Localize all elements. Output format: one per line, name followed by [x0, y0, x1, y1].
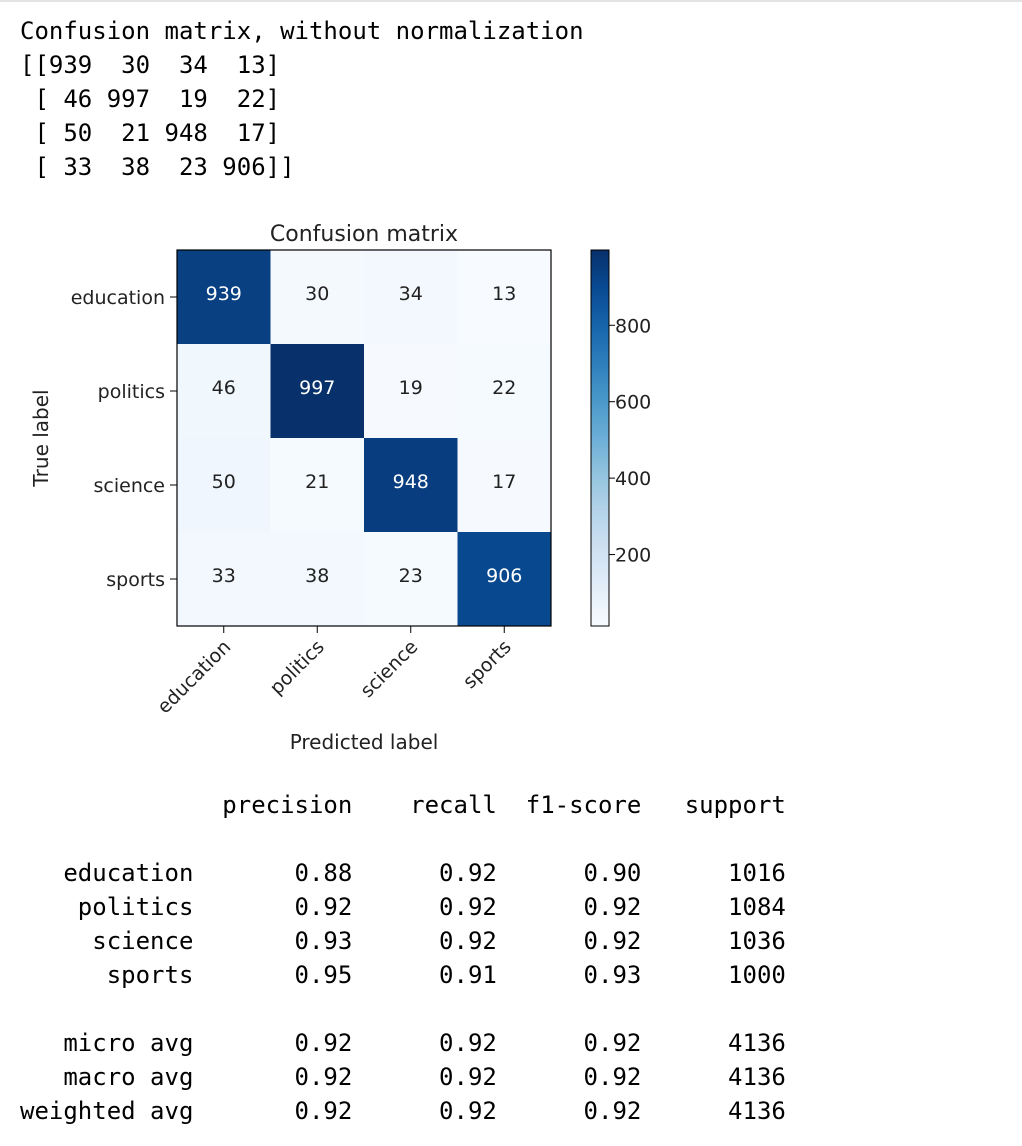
report-cell: 0.92 — [352, 893, 497, 921]
cell-value-label: 997 — [299, 377, 335, 399]
report-cell: f1-score — [496, 791, 642, 819]
x-tick-label: sports — [459, 636, 516, 693]
plot-frame — [176, 249, 552, 627]
colorbar-tick-label: 400 — [615, 468, 651, 490]
heatmap-cell — [364, 532, 458, 627]
y-tick-label: education — [71, 287, 165, 309]
colorbar — [590, 249, 610, 627]
cell-value-label: 30 — [305, 283, 329, 305]
matrix-line: [ 33 38 23 906]] — [20, 153, 295, 181]
output-header: Confusion matrix, without normalization — [20, 17, 584, 45]
x-tick-label: politics — [266, 636, 329, 699]
report-cell: 0.92 — [352, 927, 497, 955]
cell-value-label: 13 — [492, 283, 516, 305]
heatmap-cell — [270, 532, 365, 627]
cell-value-label: 939 — [206, 283, 242, 305]
cell-value-label: 19 — [399, 377, 423, 399]
heatmap-cell — [457, 532, 552, 627]
y-tick-label: sports — [106, 569, 165, 591]
report-cell: 0.92 — [496, 893, 642, 921]
cell-value-label: 21 — [305, 471, 329, 493]
y-tick-label: politics — [98, 381, 165, 403]
heatmap-cell — [177, 250, 271, 345]
heatmap-cell — [177, 532, 271, 627]
heatmap-cell — [177, 344, 271, 439]
report-cell: 0.90 — [496, 859, 642, 887]
report-cell: 1084 — [641, 893, 786, 921]
report-cell: 0.93 — [193, 927, 353, 955]
report-cell: politics — [20, 893, 194, 921]
report-cell: 0.92 — [193, 1029, 353, 1057]
report-cell: education — [20, 859, 194, 887]
report-cell: 0.92 — [352, 1029, 497, 1057]
cell-value-label: 50 — [212, 471, 236, 493]
x-tick-label: science — [356, 636, 422, 702]
cell-value-label: 17 — [492, 471, 516, 493]
report-cell: 1036 — [641, 927, 786, 955]
report-cell: 1016 — [641, 859, 786, 887]
matrix-line: [[939 30 34 13] — [20, 51, 281, 79]
colorbar-tick-label: 800 — [615, 315, 651, 337]
report-cell: 0.93 — [496, 961, 642, 989]
report-cell: 0.92 — [352, 1097, 497, 1125]
cell-value-label: 23 — [399, 565, 423, 587]
heatmap-cell — [364, 344, 458, 439]
heatmap-cell — [364, 250, 458, 345]
report-cell: 0.92 — [496, 1029, 642, 1057]
classification-report: precision recall f1-score support educat… — [20, 788, 786, 1128]
heatmap-cell — [177, 438, 271, 533]
report-cell: science — [20, 927, 194, 955]
x-axis-label: Predicted label — [290, 730, 439, 754]
heatmap-cell — [270, 250, 365, 345]
heatmap-cell — [270, 344, 365, 439]
report-cell: 4136 — [641, 1097, 786, 1125]
cell-value-label: 38 — [305, 565, 329, 587]
report-cell: 1000 — [641, 961, 786, 989]
report-cell: recall — [352, 791, 497, 819]
heatmap-cell — [457, 344, 552, 439]
report-cell: 0.92 — [496, 927, 642, 955]
cell-top-border — [0, 0, 1022, 2]
report-cell: 0.95 — [193, 961, 353, 989]
cell-value-label: 948 — [393, 471, 429, 493]
report-cell: 4136 — [641, 1063, 786, 1091]
cell-value-label: 34 — [399, 283, 423, 305]
y-tick-label: science — [94, 475, 166, 497]
report-cell: 0.92 — [496, 1097, 642, 1125]
heatmap-cell — [457, 250, 552, 345]
report-cell: sports — [20, 961, 194, 989]
colorbar-tick-label: 200 — [615, 545, 651, 567]
report-cell: support — [641, 791, 786, 819]
cell-value-label: 906 — [486, 565, 522, 587]
cell-value-label: 33 — [212, 565, 236, 587]
y-axis-label: True label — [29, 389, 53, 487]
chart-title: Confusion matrix — [270, 222, 458, 247]
report-cell: 0.92 — [193, 1063, 353, 1091]
confusion-matrix-chart: Confusion matrix 939 30 34 13 46 997 19 22 50 21 94… — [29, 222, 651, 754]
report-cell: 0.92 — [352, 859, 497, 887]
report-cell: macro avg — [20, 1063, 194, 1091]
heatmap-cell — [270, 438, 365, 533]
report-cell: 0.92 — [193, 893, 353, 921]
heatmap-cell — [364, 438, 458, 533]
report-cell: 0.92 — [193, 1097, 353, 1125]
colorbar-tick-label: 600 — [615, 392, 651, 414]
matrix-line: [ 46 997 19 22] — [20, 85, 281, 113]
report-cell: micro avg — [20, 1029, 194, 1057]
cell-value-label: 22 — [492, 377, 516, 399]
report-cell: 0.92 — [496, 1063, 642, 1091]
heatmap-cell — [457, 438, 552, 533]
cell-value-label: 46 — [212, 377, 236, 399]
report-cell: 0.91 — [352, 961, 497, 989]
report-cell: 0.88 — [193, 859, 353, 887]
x-tick-label: education — [153, 636, 235, 718]
report-cell: 0.92 — [352, 1063, 497, 1091]
report-cell: 4136 — [641, 1029, 786, 1057]
matrix-text-output: Confusion matrix, without normalization … — [20, 14, 584, 184]
report-cell: weighted avg — [20, 1097, 194, 1125]
matrix-line: [ 50 21 948 17] — [20, 119, 281, 147]
report-cell: precision — [20, 791, 353, 819]
